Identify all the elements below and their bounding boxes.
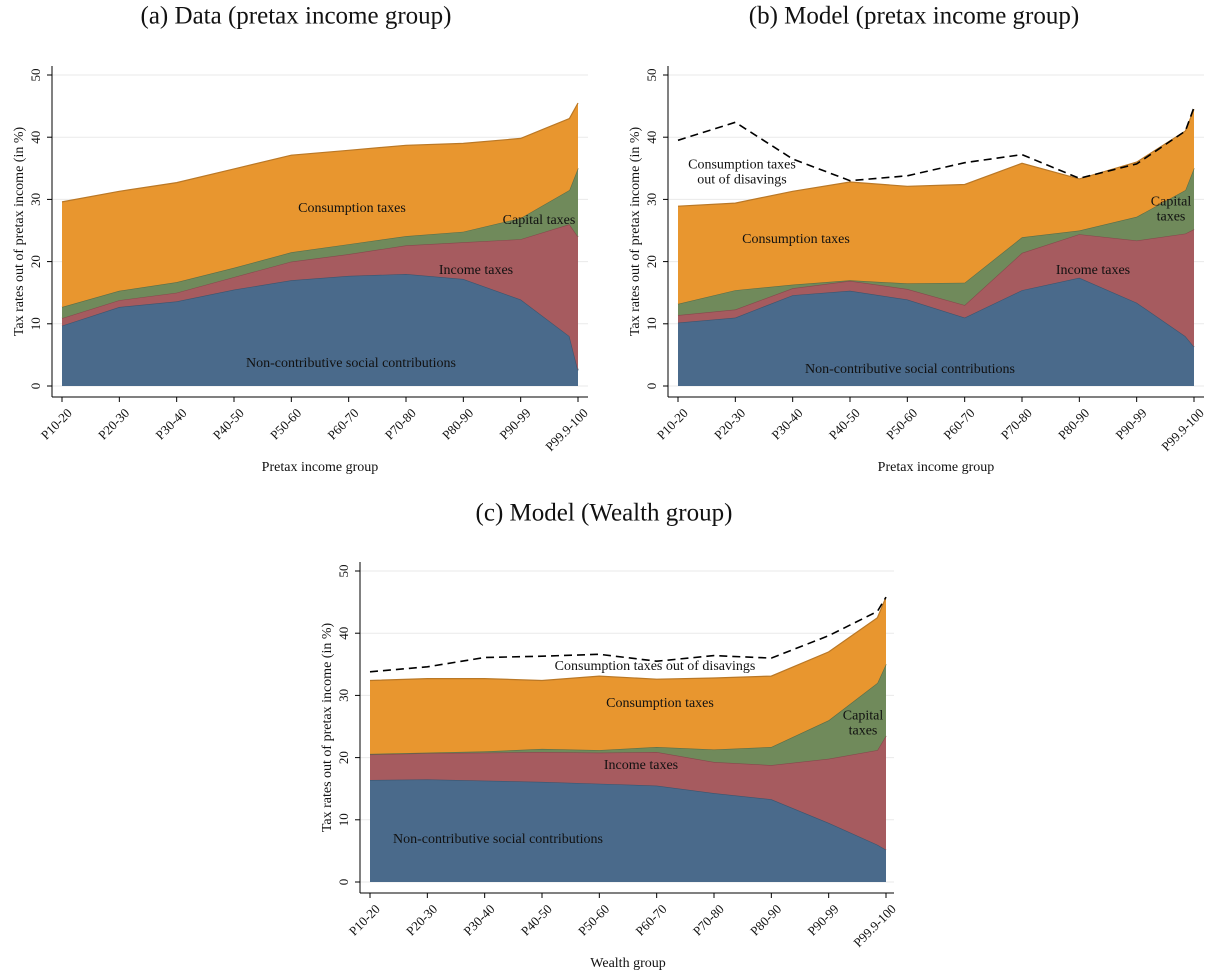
series-label: Consumption taxes [742,232,850,247]
y-tick-label: 30 [28,193,43,206]
area [370,735,886,850]
x-tick-label: P70-80 [690,901,727,938]
area [370,597,886,754]
area [62,274,578,386]
panel-title: (b) Model (pretax income group) [749,3,1079,30]
series-label: Capital taxes [503,213,576,228]
y-tick-label: 10 [28,317,43,330]
panel: (b) Model (pretax income group) 0 10 20 30 40… [628,3,1207,475]
area [370,664,886,766]
x-tick-label: P90-99 [496,405,533,442]
x-tick-label: P90-99 [804,901,841,938]
x-tick-label: P60-70 [632,901,669,938]
area [62,168,578,319]
x-tick-label: P80-90 [1055,405,1092,442]
series-label: Capital taxes [843,709,884,739]
area [678,229,1194,347]
area [62,103,578,307]
y-tick-label: 50 [28,69,43,82]
y-tick-label: 30 [644,193,659,206]
series-label: Non-contributive social contributions [805,362,1015,377]
x-tick-label: P30-40 [152,405,189,442]
panel-title: (c) Model (Wealth group) [476,500,733,527]
y-tick-label: 0 [336,879,351,886]
x-axis-title: Wealth group [590,956,665,971]
x-tick-label: P10-20 [654,405,691,442]
area [370,779,886,882]
panel: (a) Data (pretax income group) 0 10 20 30 40 5… [12,3,591,475]
x-tick-label: P40-50 [518,901,555,938]
x-tick-label: P50-60 [575,901,612,938]
x-tick-label: P80-90 [747,901,784,938]
x-tick-label: P20-30 [95,405,132,442]
series-label: Consumption taxes out of disavings [688,158,796,188]
series-label: Consumption taxes [298,201,406,216]
y-tick-label: 20 [336,751,351,764]
y-tick-label: 0 [644,383,659,390]
x-tick-label: P60-70 [324,405,361,442]
y-tick-label: 50 [336,565,351,578]
x-tick-label: P99.9-100 [850,901,899,950]
x-tick-label: P99.9-100 [1158,405,1207,454]
x-tick-label: P80-90 [439,405,476,442]
line [677,107,1195,182]
x-tick-label: P90-99 [1112,405,1149,442]
area [62,224,578,371]
area [678,109,1194,304]
y-tick-label: 10 [336,813,351,826]
y-axis-title: Tax rates out of pretax income (in %) [320,623,335,833]
series-label: Income taxes [1056,263,1130,278]
x-axis-title: Pretax income group [262,460,379,475]
series-label: Non-contributive social contributions [246,356,456,371]
y-tick-label: 40 [644,131,659,144]
panel-title: (a) Data (pretax income group) [141,3,452,30]
x-tick-label: P70-80 [998,405,1035,442]
x-tick-label: P50-60 [267,405,304,442]
area-edge [369,596,887,682]
series-label: Consumption taxes [606,696,714,711]
series-label: Income taxes [439,263,513,278]
line [369,596,887,673]
x-tick-label: P40-50 [826,405,863,442]
y-tick-label: 0 [28,383,43,390]
y-tick-label: 50 [644,69,659,82]
x-axis-title: Pretax income group [878,460,995,475]
x-tick-label: P20-30 [403,901,440,938]
x-tick-label: P60-70 [940,405,977,442]
y-axis-title: Tax rates out of pretax income (in %) [12,127,27,337]
x-tick-label: P50-60 [883,405,920,442]
x-tick-label: P10-20 [38,405,75,442]
x-tick-label: P10-20 [346,901,383,938]
x-tick-label: P30-40 [460,901,497,938]
series-label: Capital taxes [1151,195,1192,225]
x-tick-label: P99.9-100 [542,405,591,454]
y-tick-label: 10 [644,317,659,330]
x-tick-label: P20-30 [711,405,748,442]
x-tick-label: P40-50 [210,405,247,442]
y-tick-label: 40 [336,627,351,640]
y-tick-label: 40 [28,131,43,144]
y-tick-label: 30 [336,689,351,702]
area-edge [61,102,579,203]
y-tick-label: 20 [28,255,43,268]
series-label: Non-contributive social contributions [393,832,603,847]
series-label: Income taxes [604,758,678,773]
y-axis-title: Tax rates out of pretax income (in %) [628,127,643,337]
x-tick-label: P70-80 [382,405,419,442]
area-edge [677,108,1195,207]
x-tick-label: P30-40 [768,405,805,442]
y-tick-label: 20 [644,255,659,268]
area [678,277,1194,386]
series-label: Consumption taxes out of disavings [555,659,756,674]
area [678,168,1194,316]
panel: (c) Model (Wealth group) 0 10 20 30 40 50 Non-c… [320,500,899,971]
